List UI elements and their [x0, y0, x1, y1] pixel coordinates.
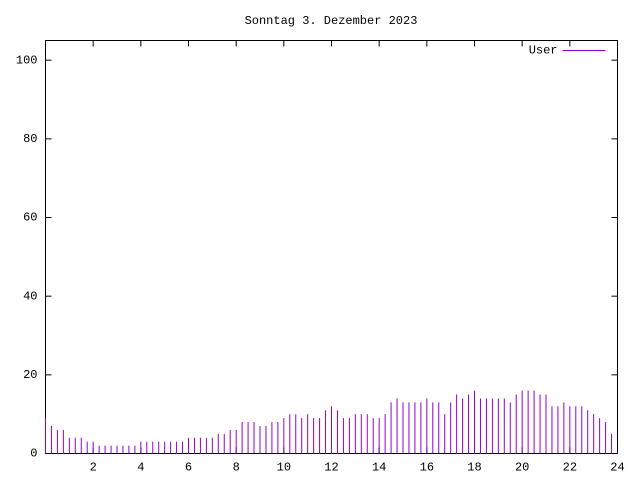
x-tick-label: 10 [277, 461, 291, 475]
x-tick-label: 16 [420, 461, 434, 475]
y-tick-label: 60 [23, 211, 37, 225]
legend-label: User [529, 44, 558, 58]
x-tick-label: 8 [233, 461, 240, 475]
x-tick-label: 22 [563, 461, 577, 475]
y-tick-label: 100 [16, 53, 38, 67]
x-tick-label: 18 [467, 461, 481, 475]
y-tick-label: 0 [30, 447, 37, 461]
y-tick-label: 40 [23, 289, 37, 303]
x-tick-label: 4 [137, 461, 144, 475]
x-tick-label: 12 [324, 461, 338, 475]
y-tick-label: 80 [23, 132, 37, 146]
chart-title: Sonntag 3. Dezember 2023 [245, 14, 418, 28]
y-tick-label: 20 [23, 368, 37, 382]
x-tick-label: 24 [610, 461, 624, 475]
x-tick-label: 14 [372, 461, 386, 475]
x-tick-label: 20 [515, 461, 529, 475]
plot-frame [45, 40, 618, 454]
x-tick-label: 2 [90, 461, 97, 475]
x-tick-label: 6 [185, 461, 192, 475]
